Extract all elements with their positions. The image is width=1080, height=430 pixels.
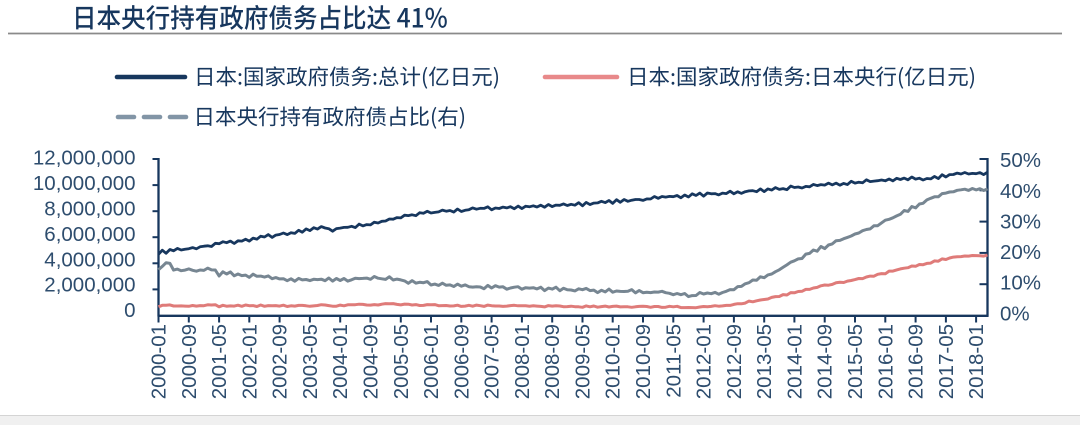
svg-text:2,000,000: 2,000,000 [44, 274, 135, 297]
svg-text:2012-09: 2012-09 [723, 324, 746, 399]
svg-text:2000-09: 2000-09 [178, 324, 201, 399]
svg-text:0%: 0% [1000, 302, 1030, 325]
svg-text:8,000,000: 8,000,000 [44, 198, 135, 221]
svg-text:2004-09: 2004-09 [360, 324, 383, 399]
svg-text:2003-05: 2003-05 [299, 324, 322, 399]
svg-text:2012-01: 2012-01 [693, 324, 716, 399]
svg-text:2017-05: 2017-05 [935, 324, 958, 399]
svg-text:2002-09: 2002-09 [269, 324, 292, 399]
svg-text:40%: 40% [1000, 180, 1041, 203]
svg-text:2007-05: 2007-05 [481, 324, 504, 399]
svg-text:30%: 30% [1000, 210, 1041, 233]
svg-text:20%: 20% [1000, 241, 1041, 264]
svg-text:2009-05: 2009-05 [572, 324, 595, 399]
svg-text:50%: 50% [1000, 149, 1041, 172]
svg-text:0: 0 [124, 299, 135, 322]
svg-text:2010-01: 2010-01 [602, 324, 625, 399]
svg-text:2000-01: 2000-01 [148, 324, 171, 399]
svg-text:2008-09: 2008-09 [541, 324, 564, 399]
svg-text:2006-09: 2006-09 [450, 324, 473, 399]
svg-text:2018-01: 2018-01 [965, 324, 988, 399]
svg-text:10,000,000: 10,000,000 [33, 172, 136, 195]
svg-text:2013-05: 2013-05 [753, 324, 776, 399]
svg-text:2002-01: 2002-01 [238, 324, 261, 399]
svg-text:2015-05: 2015-05 [844, 324, 867, 399]
svg-text:10%: 10% [1000, 272, 1041, 295]
svg-text:6,000,000: 6,000,000 [44, 223, 135, 246]
svg-text:2005-05: 2005-05 [390, 324, 413, 399]
svg-text:4,000,000: 4,000,000 [44, 248, 135, 271]
svg-text:2014-01: 2014-01 [783, 324, 806, 399]
svg-text:2014-09: 2014-09 [814, 324, 837, 399]
svg-text:2010-09: 2010-09 [632, 324, 655, 399]
svg-text:2016-09: 2016-09 [905, 324, 928, 399]
svg-text:2004-01: 2004-01 [329, 324, 352, 399]
svg-text:2011-05: 2011-05 [662, 324, 685, 398]
svg-text:2016-01: 2016-01 [874, 324, 897, 399]
svg-text:12,000,000: 12,000,000 [33, 147, 136, 170]
svg-text:2001-05: 2001-05 [208, 324, 231, 399]
svg-text:2006-01: 2006-01 [420, 324, 443, 399]
svg-text:2008-01: 2008-01 [511, 324, 534, 399]
